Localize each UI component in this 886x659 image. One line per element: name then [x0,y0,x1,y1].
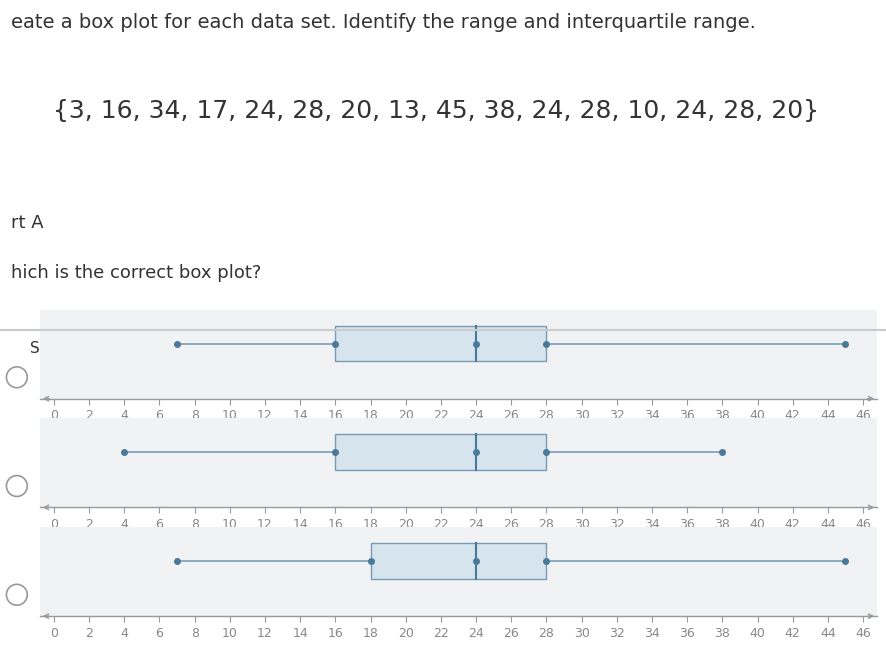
Text: rt A: rt A [11,214,43,232]
Bar [336,326,547,361]
Text: Show Hints: Show Hints [30,341,116,356]
Text: {3, 16, 34, 17, 24, 28, 20, 13, 45, 38, 24, 28, 10, 24, 28, 20}: {3, 16, 34, 17, 24, 28, 20, 13, 45, 38, … [53,99,820,123]
Text: eate a box plot for each data set. Identify the range and interquartile range.: eate a box plot for each data set. Ident… [11,13,756,32]
Bar [336,434,547,470]
Bar [370,543,547,579]
Text: hich is the correct box plot?: hich is the correct box plot? [11,264,261,281]
